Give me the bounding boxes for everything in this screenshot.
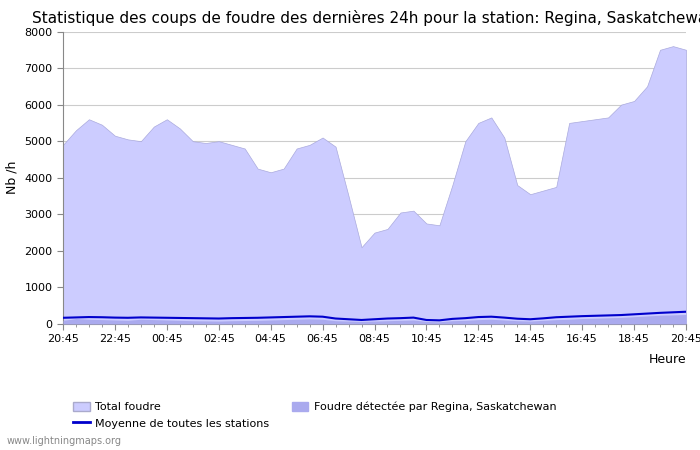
Legend: Total foudre, Moyenne de toutes les stations, Foudre détectée par Regina, Saskat: Total foudre, Moyenne de toutes les stat… <box>69 397 561 433</box>
Title: Statistique des coups de foudre des dernières 24h pour la station: Regina, Saska: Statistique des coups de foudre des dern… <box>32 10 700 26</box>
Y-axis label: Nb /h: Nb /h <box>6 161 19 194</box>
Text: Heure: Heure <box>648 353 686 366</box>
Text: www.lightningmaps.org: www.lightningmaps.org <box>7 436 122 446</box>
